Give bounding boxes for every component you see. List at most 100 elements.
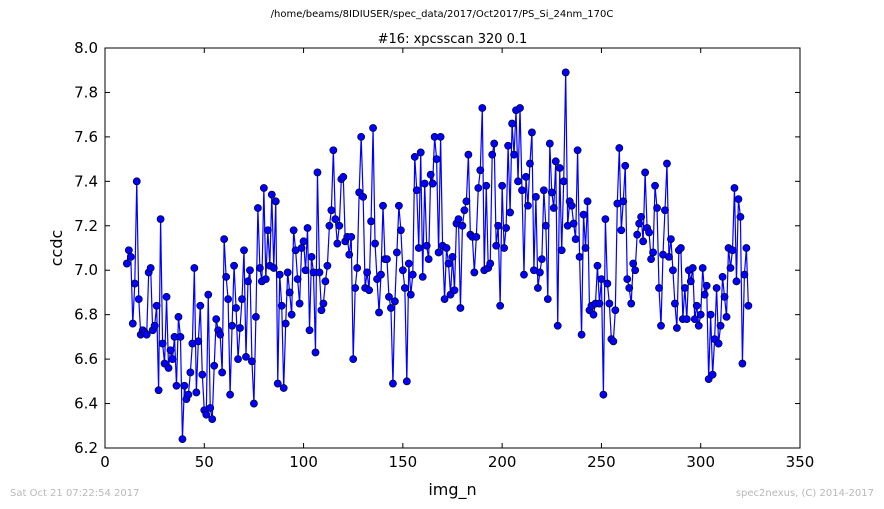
data-point <box>502 224 511 232</box>
y-tick-label: 6.8 <box>74 306 98 324</box>
data-point <box>186 368 195 377</box>
data-point <box>208 415 217 424</box>
data-point <box>428 179 437 188</box>
data-point <box>323 261 332 270</box>
data-point <box>422 241 431 250</box>
data-point <box>146 264 155 272</box>
data-point <box>383 255 391 264</box>
data-point <box>236 324 244 332</box>
x-tick-label: 300 <box>686 453 715 471</box>
data-point <box>543 295 552 304</box>
data-point <box>448 252 457 261</box>
data-point <box>285 288 294 297</box>
data-point <box>442 244 451 252</box>
data-point <box>637 212 646 221</box>
data-point <box>252 312 260 321</box>
data-point <box>575 252 584 261</box>
data-point <box>156 215 165 224</box>
data-point <box>671 299 679 308</box>
data-point <box>305 326 314 335</box>
data-point <box>410 152 419 161</box>
data-point <box>126 252 135 261</box>
data-point <box>216 330 225 339</box>
data-point <box>545 139 554 148</box>
data-point <box>279 384 288 392</box>
data-point <box>198 370 207 379</box>
data-point <box>706 310 715 319</box>
x-tick-label: 350 <box>786 453 815 471</box>
data-point <box>528 128 536 137</box>
data-point <box>694 321 703 330</box>
data-point <box>232 304 240 312</box>
data-point <box>557 246 566 255</box>
data-point <box>408 270 417 279</box>
data-point <box>708 370 717 379</box>
data-point <box>271 197 280 206</box>
data-point <box>599 390 608 399</box>
data-point <box>583 197 592 206</box>
data-point <box>432 155 441 164</box>
data-point <box>736 212 745 221</box>
data-point <box>474 184 483 192</box>
data-point <box>504 141 512 150</box>
data-point <box>369 124 377 132</box>
data-point <box>303 224 312 232</box>
data-point <box>625 284 634 292</box>
data-point <box>424 255 433 264</box>
data-point <box>700 290 709 299</box>
y-tick-label: 7.2 <box>74 217 98 235</box>
x-tick-label: 0 <box>100 453 110 471</box>
data-point <box>218 368 227 377</box>
data-point <box>631 266 640 275</box>
data-point <box>152 301 161 310</box>
data-point <box>716 321 725 330</box>
data-point <box>124 246 133 255</box>
data-point <box>639 237 648 246</box>
data-point <box>246 266 254 275</box>
data-point <box>692 301 701 310</box>
data-point <box>539 186 548 195</box>
plot-frame <box>104 47 801 449</box>
data-point <box>353 264 362 272</box>
data-point <box>220 235 229 244</box>
data-point <box>184 390 193 399</box>
y-tick-label: 7.0 <box>74 261 98 279</box>
data-point <box>655 284 663 292</box>
data-point <box>476 166 485 175</box>
data-point <box>389 379 397 388</box>
data-point <box>363 268 372 277</box>
data-point <box>488 150 497 159</box>
data-point <box>128 319 137 328</box>
data-point <box>212 315 221 324</box>
data-point <box>569 219 578 228</box>
data-point <box>238 295 246 304</box>
data-point <box>150 321 159 330</box>
data-point <box>164 364 173 372</box>
data-point <box>299 237 308 246</box>
data-point <box>688 264 697 272</box>
data-point <box>722 312 731 321</box>
data-point <box>331 215 340 224</box>
data-point <box>283 268 292 277</box>
data-point <box>680 284 689 292</box>
data-point <box>494 221 503 230</box>
data-point <box>682 315 691 324</box>
series-line <box>126 72 749 440</box>
data-point <box>307 252 316 261</box>
data-point <box>250 399 258 408</box>
data-point <box>192 388 201 397</box>
data-point <box>647 255 655 264</box>
data-point <box>281 319 290 328</box>
data-point <box>365 286 373 295</box>
data-point <box>287 310 296 319</box>
data-point <box>162 292 171 301</box>
data-point <box>537 255 546 264</box>
data-point <box>329 146 338 155</box>
axis-ticks: 0 50 100 150 200 250 300 350 6.2 6.4 6.6 6.8 7.0 7.2 7… <box>74 39 814 471</box>
data-point <box>738 359 747 368</box>
data-point <box>210 361 219 370</box>
data-point <box>339 172 348 181</box>
data-point <box>672 324 681 332</box>
data-point <box>440 295 449 304</box>
